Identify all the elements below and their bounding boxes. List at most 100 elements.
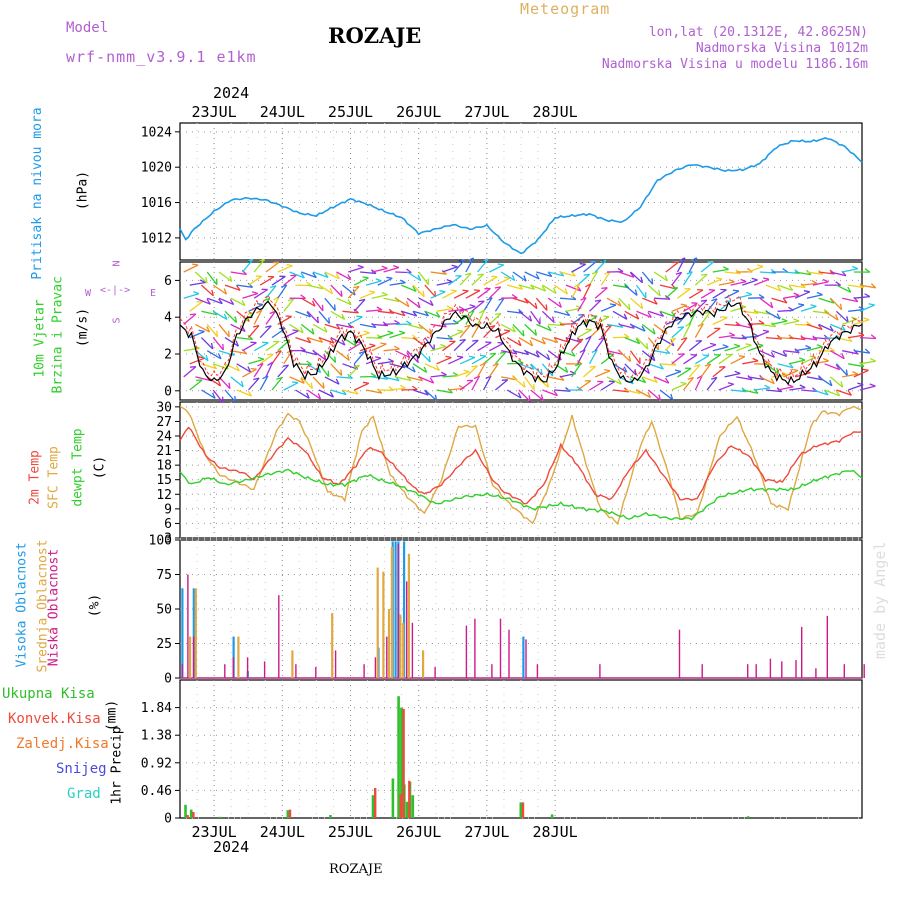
wind-barb-head	[739, 356, 745, 357]
wind-barb	[495, 331, 510, 338]
total-rain-bar	[520, 802, 523, 818]
wind-barb	[731, 307, 746, 311]
wind-barb-head	[394, 346, 399, 349]
wind-barb	[472, 274, 484, 285]
total-rain-bar	[747, 816, 750, 818]
credit-watermark: made by Angel	[871, 539, 889, 659]
wind-barb-head	[193, 292, 199, 294]
wind-barb-head	[262, 342, 268, 343]
wind-barb-head	[728, 383, 734, 384]
mid-cloud-bar	[399, 615, 401, 679]
wind-barb	[713, 367, 725, 377]
low-cloud-bar	[375, 657, 376, 678]
wind-barb	[243, 343, 257, 351]
wind-barb	[266, 262, 279, 272]
day-label-bottom: 28JUL	[533, 823, 578, 841]
wind-barb-head	[393, 266, 399, 268]
y-tick-label: 18	[156, 459, 172, 474]
total-rain-bar	[551, 814, 554, 818]
wind-barb	[678, 289, 691, 299]
wind-barb	[637, 285, 646, 298]
wind-barb-head	[370, 344, 376, 346]
mid-cloud-bar	[237, 637, 239, 678]
wind-barb	[754, 364, 770, 365]
y-tick-label: 6	[164, 517, 172, 532]
y-tick-label: 75	[156, 568, 172, 583]
wind-barb	[460, 380, 473, 390]
low-cloud-bar	[224, 664, 225, 678]
day-label-top: 24JUL	[260, 103, 305, 121]
wind-barb	[313, 377, 324, 389]
y-tick-label: 1024	[141, 125, 172, 140]
y-tick-label: 4	[164, 311, 172, 326]
y-tick-label: 21	[156, 444, 172, 459]
total-rain-bar	[397, 696, 400, 818]
wind-barb-head	[823, 280, 829, 282]
wind-barb	[666, 262, 679, 272]
wind-barb	[801, 306, 816, 311]
wind-barb	[325, 298, 335, 310]
legend-freezing-rain: Zaledj.Kisa	[16, 736, 109, 752]
y-tick-label: 12	[156, 488, 172, 503]
lonlat-label: lon,lat (20.1312E, 42.8625N)	[649, 25, 868, 40]
year-label-bottom: 2024	[213, 838, 249, 856]
wind-barb-head	[504, 330, 510, 331]
cloud-unit: (%)	[88, 586, 103, 626]
wind-barb	[578, 330, 592, 338]
wind-barb-head	[817, 293, 823, 295]
low-cloud-bar	[363, 664, 364, 678]
wind-barb	[319, 311, 329, 323]
wind-barb-head	[752, 278, 758, 280]
low-cloud-bar	[781, 661, 782, 678]
pressure-line	[180, 138, 862, 254]
wind-barb	[390, 283, 406, 285]
mid-cloud-bar	[422, 650, 424, 678]
wind-barb-head	[363, 277, 369, 278]
wind-barb-head	[794, 293, 799, 296]
conv-rain-bar	[192, 812, 194, 818]
wind-barb-head	[601, 288, 607, 289]
wind-barb-head	[798, 304, 804, 305]
low-cloud-bar	[386, 637, 387, 678]
wind-barb	[713, 318, 728, 325]
wind-barb-head	[584, 274, 590, 275]
wind-barb-head	[763, 330, 769, 331]
low-cloud-bar	[434, 667, 435, 678]
wind-barb-head	[199, 330, 205, 331]
wind-barb	[672, 354, 685, 364]
wind-barb	[860, 338, 876, 339]
wind-barb-head	[341, 370, 342, 376]
wind-barb-head	[746, 292, 752, 294]
conv-rain-bar	[402, 709, 404, 818]
y-tick-label: 15	[156, 473, 172, 488]
conv-rain-bar	[400, 794, 402, 818]
wind-barb-head	[792, 369, 798, 370]
low-cloud-bar	[864, 664, 865, 678]
wind-barb	[307, 311, 318, 323]
low-cloud-bar	[679, 630, 680, 678]
wind-barb	[284, 383, 298, 390]
wind-barb-head	[498, 264, 504, 265]
footer-station: ROZAJE	[329, 862, 383, 877]
mid-cloud-bar	[195, 588, 197, 678]
wind-barb-head	[546, 304, 547, 310]
wind-barb-head	[675, 370, 681, 372]
wind-barb	[372, 295, 388, 298]
wind-barb-head	[192, 264, 198, 265]
wind-barb	[578, 381, 591, 390]
wind-barb	[536, 298, 547, 310]
wind-barb-head	[364, 331, 370, 333]
wind-barb-head	[464, 370, 470, 372]
wind-barb	[454, 340, 465, 351]
compass-n-icon: N	[112, 260, 123, 266]
wind-label-1: 10m Vjetar	[33, 294, 48, 384]
wind-barb	[260, 277, 274, 285]
wind-barb-head	[323, 383, 324, 389]
low-cloud-bar	[599, 664, 600, 678]
y-tick-label: 9	[164, 502, 172, 517]
wind-barb-head	[806, 346, 811, 349]
wind-barb-head	[459, 307, 464, 310]
wind-barb-head	[681, 382, 687, 383]
wind-barb-head	[480, 356, 486, 357]
y-tick-label: 0	[164, 672, 172, 687]
